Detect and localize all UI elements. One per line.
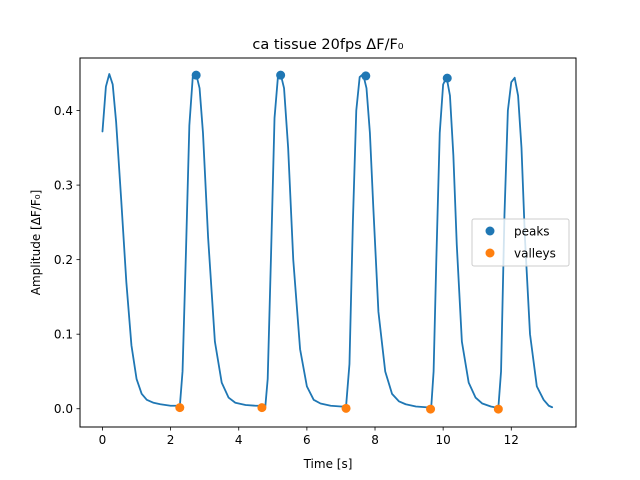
x-tick-label: 12 xyxy=(504,433,519,447)
x-tick-label: 0 xyxy=(99,433,107,447)
y-tick-label: 0.3 xyxy=(54,178,73,192)
x-tick-label: 4 xyxy=(235,433,243,447)
peak-point xyxy=(191,70,201,80)
peak-point xyxy=(361,71,371,81)
valley-point xyxy=(426,404,436,414)
x-tick-label: 8 xyxy=(371,433,379,447)
y-tick-label: 0.0 xyxy=(54,402,73,416)
y-tick-label: 0.4 xyxy=(54,104,73,118)
x-tick-label: 6 xyxy=(303,433,311,447)
y-tick-label: 0.1 xyxy=(54,327,73,341)
legend-valleys-marker xyxy=(485,248,495,258)
x-axis-label: Time [s] xyxy=(303,457,353,471)
valley-point xyxy=(341,403,351,413)
peak-point xyxy=(276,70,286,80)
peak-point xyxy=(442,73,452,83)
valley-point xyxy=(175,403,185,413)
x-tick-label: 10 xyxy=(436,433,451,447)
ticks: 0 2 4 6 8 10 12 0.0 0.1 0.2 0.3 0.4 xyxy=(54,104,519,447)
y-axis-label: Amplitude [ΔF/F₀] xyxy=(29,190,43,296)
valley-point xyxy=(257,403,267,413)
legend-peaks-marker xyxy=(485,226,495,236)
legend: peaks valleys xyxy=(471,218,570,267)
legend-peaks-label: peaks xyxy=(514,225,550,239)
valley-point xyxy=(493,404,503,414)
plot-area xyxy=(101,70,554,414)
legend-frame xyxy=(471,218,570,267)
legend-valleys-label: valleys xyxy=(514,247,556,261)
chart-title: ca tissue 20fps ΔF/F₀ xyxy=(252,37,403,53)
axes-frame xyxy=(79,57,577,428)
y-tick-label: 0.2 xyxy=(54,253,73,267)
x-tick-label: 2 xyxy=(167,433,175,447)
